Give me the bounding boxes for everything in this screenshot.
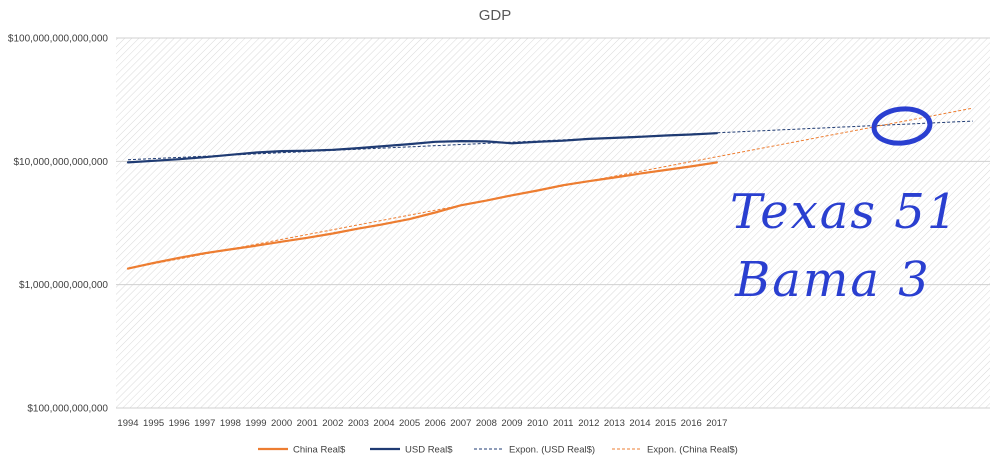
plot-area: [116, 38, 990, 408]
x-tick-label: 2014: [629, 418, 650, 429]
x-tick-label: 2005: [399, 418, 420, 429]
annotation-bama: Bama 3: [734, 252, 931, 308]
x-tick-label: 2004: [373, 418, 394, 429]
x-tick-label: 2009: [501, 418, 522, 429]
x-tick-label: 2013: [604, 418, 625, 429]
legend-label: Expon. (China Real$): [647, 445, 738, 456]
x-tick-label: 1996: [169, 418, 190, 429]
x-tick-label: 2000: [271, 418, 292, 429]
series-lines: [126, 132, 718, 270]
legend-label: China Real$: [293, 445, 346, 456]
x-tick-label: 2001: [297, 418, 318, 429]
x-tick-label: 1994: [117, 418, 138, 429]
x-tick-label: 2006: [425, 418, 446, 429]
y-tick-label: $10,000,000,000,000: [13, 157, 108, 168]
legend: China Real$ USD Real$ Expon. (USD Real$) Ex…: [258, 445, 738, 456]
x-tick-label: 2016: [681, 418, 702, 429]
y-tick-label: $100,000,000,000: [27, 404, 108, 415]
y-tick-label: $100,000,000,000,000: [8, 34, 109, 45]
series-line-china: [126, 161, 718, 270]
x-tick-label: 2003: [348, 418, 369, 429]
series-line-usd: [126, 132, 718, 164]
x-tick-label: 2002: [322, 418, 343, 429]
x-axis: 1994 1995 1996 1997 1998 1999 2000 2001 2002 2003…: [117, 418, 727, 429]
x-tick-label: 2012: [578, 418, 599, 429]
legend-label: Expon. (USD Real$): [509, 445, 595, 456]
x-tick-label: 2010: [527, 418, 548, 429]
x-tick-label: 2017: [706, 418, 727, 429]
x-tick-label: 2008: [476, 418, 497, 429]
annotation-texas: Texas 51: [730, 184, 959, 240]
y-tick-label: $1,000,000,000,000: [19, 280, 108, 291]
chart-title: GDP: [479, 7, 512, 24]
x-tick-label: 1997: [194, 418, 215, 429]
annotation-circle: [871, 106, 933, 146]
x-tick-label: 2011: [553, 418, 573, 429]
trendline-china: [127, 107, 973, 270]
x-tick-label: 2015: [655, 418, 676, 429]
x-tick-label: 2007: [450, 418, 471, 429]
x-tick-label: 1995: [143, 418, 164, 429]
x-tick-label: 1998: [220, 418, 241, 429]
x-tick-label: 1999: [245, 418, 266, 429]
gridlines: [116, 37, 990, 409]
legend-label: USD Real$: [405, 445, 453, 456]
y-axis: $100,000,000,000 $1,000,000,000,000 $10,00…: [8, 34, 109, 415]
